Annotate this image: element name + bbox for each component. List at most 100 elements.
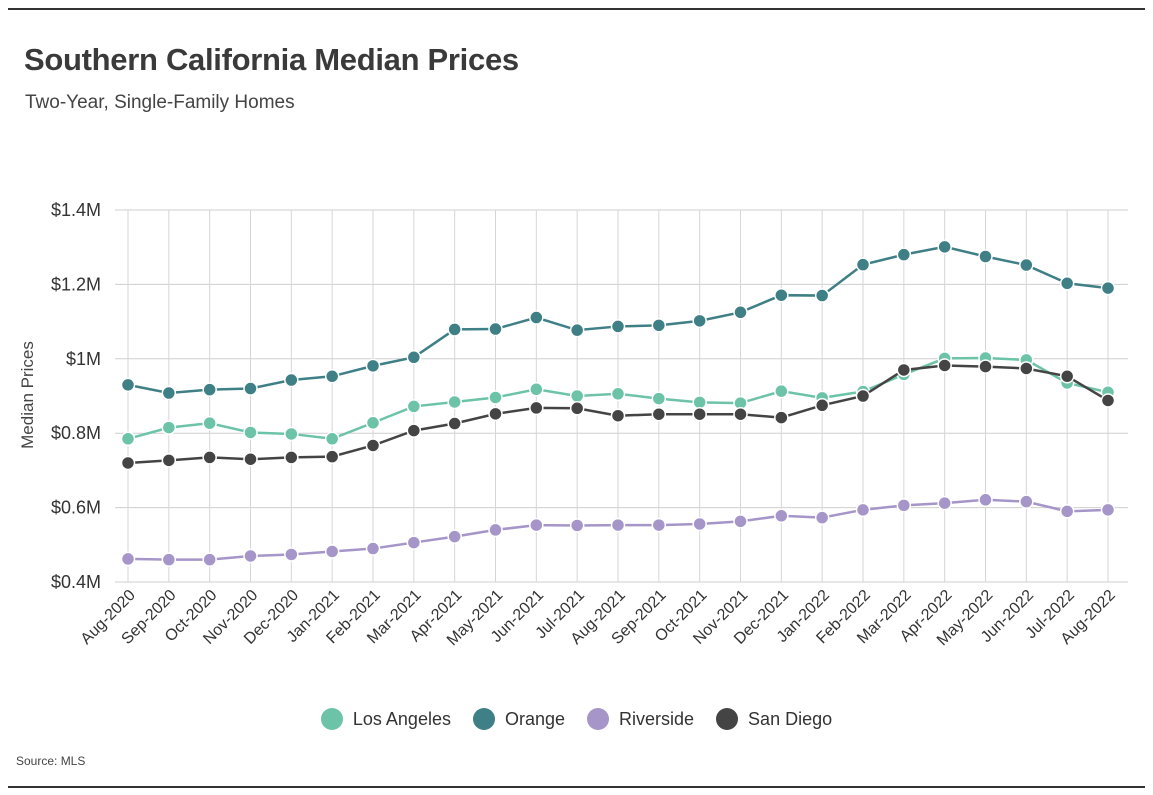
data-point-san-diego: [855, 388, 871, 404]
data-point-los-angeles: [202, 415, 217, 431]
data-point-orange: [733, 305, 748, 320]
data-point-los-angeles: [774, 383, 789, 399]
y-axis-label: Median Prices: [18, 341, 37, 449]
data-point-san-diego: [937, 358, 952, 373]
data-point-riverside: [529, 517, 544, 533]
data-point-san-diego: [774, 410, 789, 425]
y-tick-label: $1.2M: [51, 274, 101, 294]
y-tick-label: $0.4M: [51, 572, 101, 592]
data-point-orange: [814, 288, 830, 303]
data-point-orange: [978, 249, 993, 264]
data-point-orange: [161, 385, 177, 401]
legend-item-los-angeles: Los Angeles: [320, 708, 451, 730]
chart-subtitle: Two-Year, Single-Family Homes: [25, 92, 295, 113]
data-point-san-diego: [284, 450, 299, 465]
data-point-riverside: [406, 535, 422, 550]
data-point-riverside: [855, 502, 871, 518]
series-orange: [120, 239, 1116, 401]
legend-item-san-diego: San Diego: [716, 708, 832, 730]
data-point-san-diego: [161, 453, 177, 468]
data-point-riverside: [1100, 502, 1116, 518]
y-tick-label: $1M: [66, 349, 101, 369]
legend-label: Riverside: [619, 708, 695, 729]
data-point-riverside: [243, 548, 258, 564]
data-point-orange: [447, 322, 462, 337]
data-point-riverside: [814, 510, 830, 525]
data-point-orange: [324, 369, 340, 384]
data-point-los-angeles: [365, 415, 381, 431]
x-axis: Aug-2020Sep-2020Oct-2020Nov-2020Dec-2020…: [78, 587, 1119, 649]
legend-label: Los Angeles: [352, 708, 451, 729]
data-point-los-angeles: [569, 388, 585, 404]
legend: Los Angeles Orange Riverside San Diego: [0, 708, 1153, 730]
data-point-orange: [284, 372, 299, 388]
data-point-los-angeles: [651, 391, 667, 406]
y-tick-label: $0.6M: [51, 498, 101, 518]
y-axis: $0.4M $0.6M $0.8M $1M $1.2M $1.4M: [51, 200, 101, 592]
data-point-riverside: [365, 541, 381, 556]
data-point-los-angeles: [529, 382, 544, 397]
data-point-orange: [120, 377, 136, 393]
data-point-orange: [406, 350, 422, 365]
data-point-orange: [610, 319, 626, 334]
data-point-orange: [365, 358, 381, 374]
data-point-riverside: [937, 495, 952, 511]
series-lines: [120, 239, 1116, 567]
legend-swatch: [587, 708, 610, 730]
source-note: Source: MLS: [16, 754, 86, 768]
data-point-riverside: [774, 508, 789, 524]
data-point-san-diego: [1100, 393, 1116, 408]
data-point-orange: [937, 239, 952, 255]
data-point-riverside: [569, 518, 585, 533]
data-point-los-angeles: [243, 425, 258, 440]
data-point-los-angeles: [161, 420, 177, 435]
data-point-riverside: [488, 522, 503, 538]
data-point-san-diego: [447, 416, 462, 431]
y-tick-label: $1.4M: [51, 200, 101, 220]
data-point-los-angeles: [406, 399, 422, 414]
data-point-riverside: [324, 544, 340, 559]
data-point-orange: [1019, 257, 1034, 273]
legend-item-orange: Orange: [472, 708, 566, 730]
data-point-san-diego: [365, 438, 381, 453]
data-point-orange: [692, 313, 707, 329]
data-point-los-angeles: [692, 395, 707, 410]
bottom-rule: [8, 786, 1145, 788]
data-point-san-diego: [324, 449, 340, 464]
legend-label: Orange: [504, 708, 566, 729]
data-point-san-diego: [651, 406, 667, 422]
data-point-riverside: [120, 551, 136, 567]
data-point-san-diego: [692, 406, 707, 422]
data-point-san-diego: [1019, 361, 1034, 376]
legend-label: San Diego: [748, 708, 833, 729]
data-point-riverside: [447, 529, 462, 544]
data-point-san-diego: [896, 362, 912, 378]
data-point-riverside: [284, 547, 299, 562]
data-point-riverside: [733, 514, 748, 529]
data-point-orange: [774, 287, 789, 303]
top-rule: [8, 8, 1145, 10]
data-point-san-diego: [406, 423, 422, 438]
data-point-san-diego: [978, 359, 993, 374]
legend-swatch: [320, 708, 343, 730]
data-point-los-angeles: [120, 431, 136, 447]
data-point-orange: [529, 310, 544, 325]
data-point-riverside: [161, 552, 177, 567]
chart-title: Southern California Median Prices: [24, 42, 519, 77]
data-point-riverside: [651, 517, 667, 533]
data-point-los-angeles: [447, 394, 462, 410]
data-point-orange: [1059, 276, 1075, 291]
data-point-orange: [1100, 280, 1116, 296]
data-point-orange: [896, 247, 912, 262]
series-riverside: [120, 492, 1116, 567]
data-point-san-diego: [529, 400, 544, 416]
data-point-san-diego: [733, 406, 748, 422]
data-point-riverside: [896, 498, 912, 513]
data-point-orange: [488, 321, 503, 337]
data-point-san-diego: [569, 401, 585, 416]
data-point-san-diego: [1059, 369, 1075, 384]
data-point-orange: [243, 381, 258, 396]
data-point-san-diego: [202, 450, 217, 465]
legend-swatch: [472, 708, 495, 730]
data-point-riverside: [202, 552, 217, 567]
